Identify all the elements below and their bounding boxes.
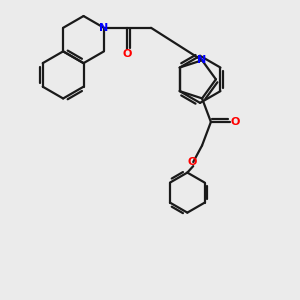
Text: N: N [99, 23, 109, 33]
Text: O: O [230, 117, 240, 127]
Text: O: O [123, 49, 132, 59]
Text: O: O [188, 157, 197, 167]
Text: N: N [197, 55, 207, 65]
